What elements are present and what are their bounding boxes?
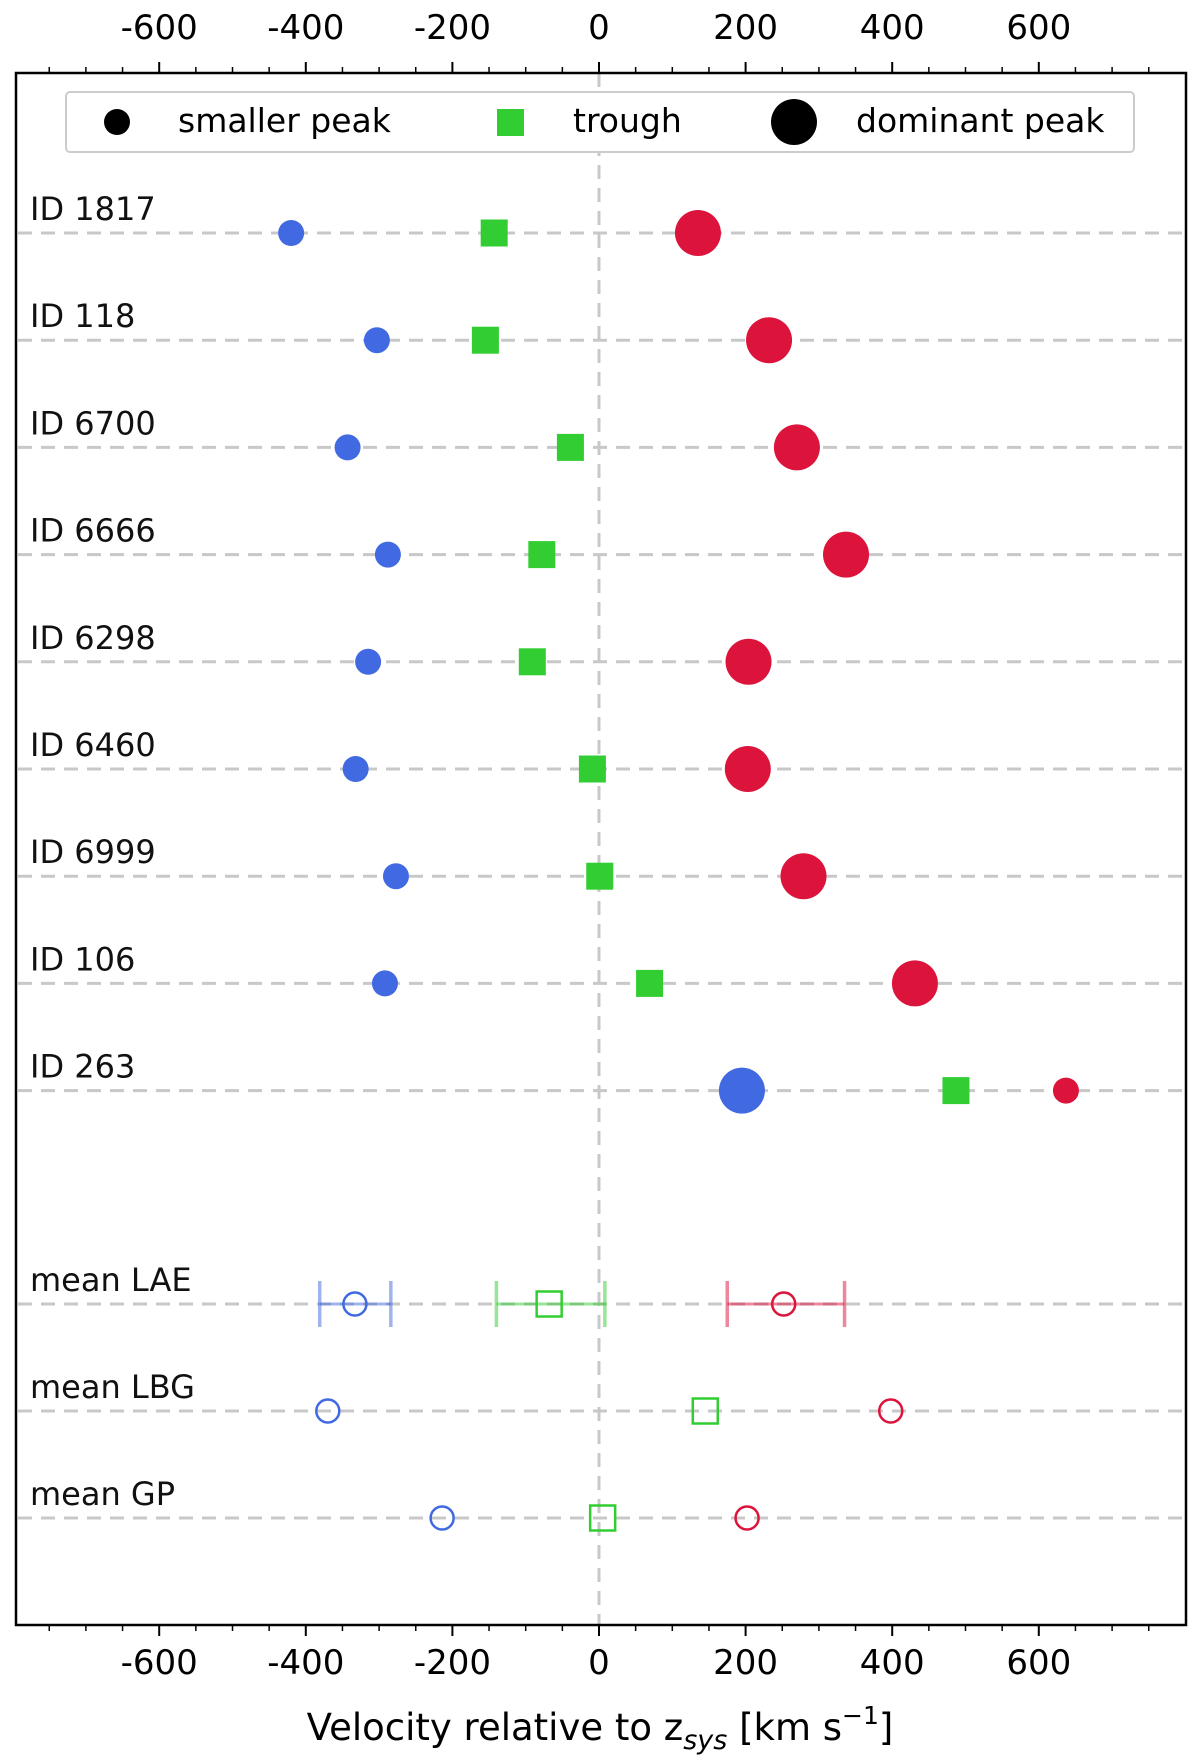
top-tick-label: 400: [860, 8, 925, 48]
mean-label: mean GP: [30, 1475, 175, 1513]
bottom-tick-label: 200: [713, 1643, 778, 1683]
trough-marker: [528, 541, 556, 569]
legend-marker-dominant-peak: [771, 99, 817, 145]
bottom-tick-label: -200: [414, 1643, 491, 1683]
mean-red-peak: [734, 1505, 760, 1531]
blue-peak-dominant: [718, 1067, 765, 1114]
legend-marker-smaller-peak: [104, 109, 130, 135]
red-peak-smaller: [1052, 1077, 1079, 1104]
x-axis-title-prefix: Velocity relative to z: [307, 1706, 684, 1749]
red-peak-dominant: [773, 424, 820, 471]
object-label: ID 1817: [30, 190, 156, 228]
x-axis-title-end: ]: [879, 1706, 893, 1749]
object-label: ID 6460: [30, 726, 156, 764]
object-label: ID 6999: [30, 833, 156, 871]
trough-marker: [578, 755, 606, 783]
object-label: ID 106: [30, 940, 135, 978]
trough-marker: [480, 219, 508, 247]
legend: smaller peak trough dominant peak: [65, 91, 1135, 153]
x-axis-title-exponent: −1: [842, 1701, 879, 1730]
error-bars: [317, 1281, 847, 1327]
top-tick-label: 600: [1006, 8, 1071, 48]
blue-peak-smaller: [278, 220, 305, 246]
red-peak-dominant: [780, 853, 827, 900]
mean-label: mean LAE: [30, 1261, 192, 1299]
trough-marker: [471, 326, 499, 354]
top-tick-label: -600: [121, 8, 198, 48]
blue-peak-smaller: [374, 541, 401, 568]
trough-marker: [556, 433, 584, 461]
blue-peak-smaller: [382, 863, 409, 890]
object-label: ID 6666: [30, 512, 156, 550]
object-label: ID 263: [30, 1048, 135, 1086]
bottom-tick-label: -600: [121, 1643, 198, 1683]
mean-trough: [535, 1290, 563, 1318]
bottom-tick-label: 400: [860, 1643, 925, 1683]
blue-peak-smaller: [355, 648, 382, 675]
blue-peak-smaller: [334, 434, 361, 461]
mean-blue-peak: [342, 1291, 368, 1317]
legend-box: [65, 91, 1135, 153]
mean-blue-peak: [429, 1505, 455, 1531]
trough-marker: [942, 1077, 970, 1105]
x-axis-title-subscript: sys: [683, 1725, 727, 1756]
object-label: ID 6700: [30, 404, 156, 442]
plot-frame: [14, 71, 1188, 1627]
legend-label-smaller-peak: smaller peak: [178, 101, 392, 140]
mean-trough: [588, 1504, 617, 1532]
legend-label-dominant-peak: dominant peak: [856, 101, 1105, 140]
legend-label-trough: trough: [573, 101, 682, 140]
trough-marker: [518, 648, 546, 676]
bottom-tick-label: 0: [588, 1643, 610, 1683]
mean-trough: [691, 1397, 720, 1425]
mean-red-peak: [770, 1291, 797, 1317]
bottom-tick-label: 600: [1006, 1643, 1071, 1683]
data-marks: [278, 210, 1079, 1532]
object-label: ID 6298: [30, 619, 156, 657]
red-peak-dominant: [724, 746, 771, 792]
trough-marker: [586, 862, 614, 890]
red-peak-dominant: [674, 210, 721, 256]
x-axis-title-units: [km s: [727, 1706, 842, 1749]
bottom-tick-label: -400: [267, 1643, 344, 1683]
blue-peak-smaller: [371, 970, 398, 997]
top-tick-label: -200: [414, 8, 491, 48]
axis-ticks: -600 -600 -400 -400 -200 -200 0 0 200 200 400 400 60…: [48, 8, 1150, 1683]
top-tick-label: 200: [713, 8, 778, 48]
mean-label: mean LBG: [30, 1368, 195, 1406]
red-peak-dominant: [725, 638, 772, 685]
row-labels: ID 1817 ID 118 ID 6700 ID 6666 ID 6298 ID 646…: [30, 190, 195, 1513]
x-axis-title: Velocity relative to zsys [km s−1]: [307, 1701, 894, 1756]
object-label: ID 118: [30, 297, 135, 335]
blue-peak-smaller: [342, 756, 369, 782]
red-peak-dominant: [823, 531, 870, 578]
legend-marker-trough: [497, 109, 524, 136]
mean-red-peak: [877, 1398, 904, 1424]
mean-blue-peak: [315, 1398, 341, 1424]
red-peak-dominant: [746, 317, 793, 364]
blue-peak-smaller: [363, 327, 390, 354]
top-tick-label: -400: [267, 8, 344, 48]
red-peak-dominant: [891, 960, 938, 1007]
trough-marker: [636, 969, 664, 997]
top-tick-label: 0: [588, 8, 610, 48]
